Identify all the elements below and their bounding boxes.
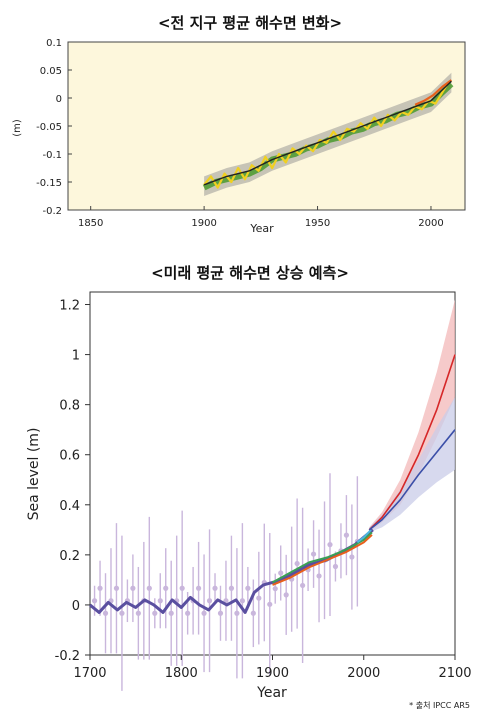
series-line-1 [272,531,373,584]
y-tick-label: 0.6 [59,449,80,464]
error-bar-point [102,610,109,616]
error-bar-point [310,551,317,557]
x-tick-label: 2000 [347,666,380,681]
error-bar-point [206,598,213,604]
y-tick-label: 1 [72,349,80,364]
y-tick-label: 0.4 [59,499,80,514]
error-bar-point [327,542,333,548]
error-bar-point [278,570,284,576]
x-tick-label: 1900 [191,218,216,229]
x-tick-label: 1900 [256,666,289,681]
error-bar-point [267,601,273,607]
error-bar-point [245,585,251,591]
sea-level-change-chart: 0.1 0.05 0 -0.05 -0.1 -0.15 -0.2 1850 1900 1950 20… [12,38,466,235]
y-tick-label: 0.8 [59,399,80,414]
series-line-2 [414,79,453,106]
plot-area [89,291,456,656]
error-bar-point [119,610,125,616]
error-bar-point [91,598,98,604]
error-bar-point [256,595,262,601]
y-tick-label: 0.2 [59,549,80,564]
error-bar-point [349,554,355,560]
error-bar-point [135,610,141,616]
y-tick-label: -0.2 [55,649,80,664]
error-bar-point [113,585,120,591]
error-bar-point [217,610,224,616]
x-tick-label: 1700 [73,666,106,681]
x-tick-label: 1850 [78,218,103,229]
error-bar-point [179,585,185,591]
error-bar-point [163,585,169,591]
error-bar-point [272,586,278,592]
error-bar-point [239,598,245,604]
series-line-5 [368,429,456,531]
error-bar-point [228,585,235,591]
error-bar-point [332,563,339,570]
error-bar-point [185,610,191,616]
error-bar-point [294,560,300,567]
y-tick-label: -0.2 [42,206,62,217]
chart-title-global-sea-level: <전 지구 평균 해수면 변화> [157,14,343,32]
x-axis-label: Year [256,685,287,701]
y-axis-label: (m) [12,119,23,137]
series-line-3 [356,529,372,544]
projection-band-1 [369,397,455,533]
x-tick-label: 1950 [305,218,330,229]
error-bar-point [300,582,306,589]
y-tick-label: -0.1 [42,150,62,161]
error-bar-point [152,610,158,616]
error-bar-point [250,610,256,616]
y-axis-label: Sea level (m) [26,428,42,521]
y-tick-label: -0.05 [36,122,62,133]
error-bar-point [234,610,240,616]
historical-error-bars [91,473,360,691]
y-tick-label: 0.1 [46,38,62,49]
x-tick-label: 1800 [165,666,198,681]
error-bar-point [201,610,207,616]
y-tick-label: 1.2 [59,299,80,314]
y-tick-label: 0 [72,599,80,614]
x-axis-label: Year [249,222,274,235]
y-tick-label: -0.15 [36,178,62,189]
error-bar-point [157,598,163,604]
projection-band-0 [369,299,455,533]
series-line-4 [368,354,456,531]
x-tick-label: 2000 [418,218,443,229]
plot-area [67,41,466,211]
error-bar-point [146,585,152,591]
series-line-3 [203,80,452,186]
x-tick-label: 2100 [438,666,471,681]
error-bar-point [316,573,322,579]
error-bar-point [283,592,289,598]
y-tick-label: 0 [56,94,62,105]
error-bar-point [195,585,202,591]
error-bar-point [130,585,136,591]
source-note: * 출처 IPCC AR5 [409,701,470,710]
error-bar-point [212,585,218,591]
error-bar-point [343,532,350,538]
chart-title-future-projection: <미래 평균 해수면 상승 예측> [151,264,349,282]
series-line-1 [203,80,451,189]
series-line-2 [272,534,373,586]
error-bar-point [168,610,174,616]
error-bar-point [97,585,103,591]
y-tick-label: 0.05 [40,66,62,77]
